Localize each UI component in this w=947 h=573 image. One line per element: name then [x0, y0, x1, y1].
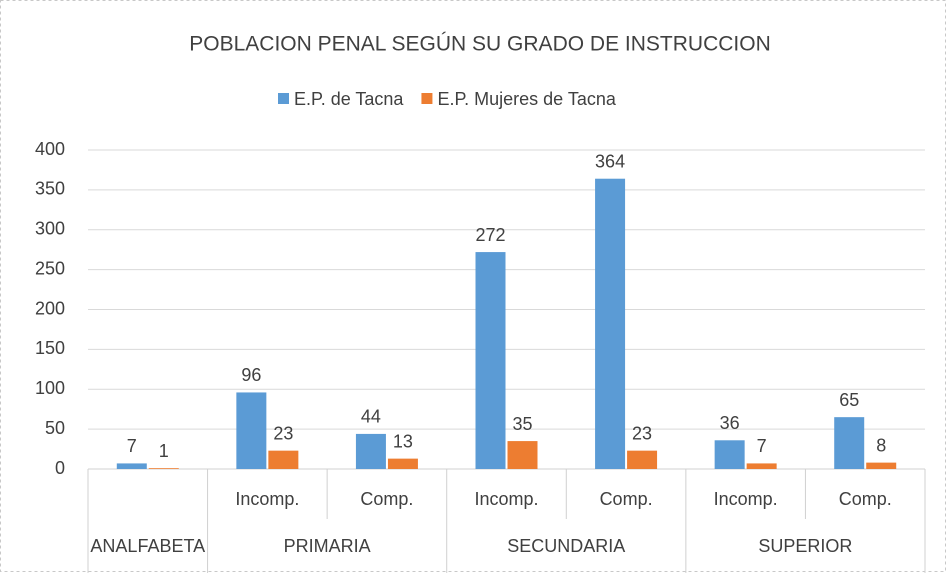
data-label: 23 — [273, 423, 293, 443]
x-tick-label: Incomp. — [714, 489, 778, 509]
x-tick-label: Comp. — [839, 489, 892, 509]
y-tick-label: 400 — [35, 139, 65, 159]
group-label: SECUNDARIA — [507, 536, 625, 556]
bar — [355, 433, 386, 469]
data-label: 65 — [839, 390, 859, 410]
legend-label: E.P. de Tacna — [294, 89, 404, 109]
y-tick-label: 0 — [55, 458, 65, 478]
group-label: PRIMARIA — [284, 536, 371, 556]
data-label: 272 — [475, 225, 505, 245]
data-label: 36 — [720, 413, 740, 433]
y-tick-label: 250 — [35, 258, 65, 278]
y-tick-label: 150 — [35, 338, 65, 358]
bar — [507, 441, 538, 469]
bar — [746, 463, 777, 469]
bar — [268, 450, 299, 469]
legend-label: E.P. Mujeres de Tacna — [437, 89, 616, 109]
bar — [627, 450, 658, 469]
bar — [148, 468, 179, 469]
bar — [387, 458, 418, 469]
bar — [475, 252, 506, 469]
bar — [714, 440, 745, 469]
y-tick-label: 200 — [35, 298, 65, 318]
data-label: 364 — [595, 151, 625, 171]
data-label: 7 — [127, 436, 137, 456]
bar — [834, 417, 865, 469]
y-tick-label: 50 — [45, 418, 65, 438]
bar — [595, 178, 626, 469]
data-label: 1 — [159, 441, 169, 461]
y-tick-label: 300 — [35, 219, 65, 239]
data-label: 13 — [393, 431, 413, 451]
y-tick-label: 350 — [35, 179, 65, 199]
bar — [116, 463, 147, 469]
group-label: SUPERIOR — [758, 536, 852, 556]
legend-swatch — [421, 93, 433, 104]
x-tick-label: Comp. — [600, 489, 653, 509]
data-label: 23 — [632, 423, 652, 443]
bar — [236, 392, 267, 469]
group-label: ANALFABETA — [90, 536, 205, 556]
bar — [866, 462, 897, 469]
x-tick-label: Comp. — [360, 489, 413, 509]
data-label: 96 — [241, 365, 261, 385]
chart-title: POBLACION PENAL SEGÚN SU GRADO DE INSTRU… — [189, 33, 771, 56]
data-label: 35 — [512, 414, 532, 434]
x-tick-label: Incomp. — [474, 489, 538, 509]
data-label: 7 — [757, 436, 767, 456]
data-label: 8 — [876, 435, 886, 455]
y-tick-label: 100 — [35, 378, 65, 398]
legend-swatch — [278, 93, 289, 104]
data-label: 44 — [361, 407, 381, 427]
x-tick-label: Incomp. — [235, 489, 299, 509]
